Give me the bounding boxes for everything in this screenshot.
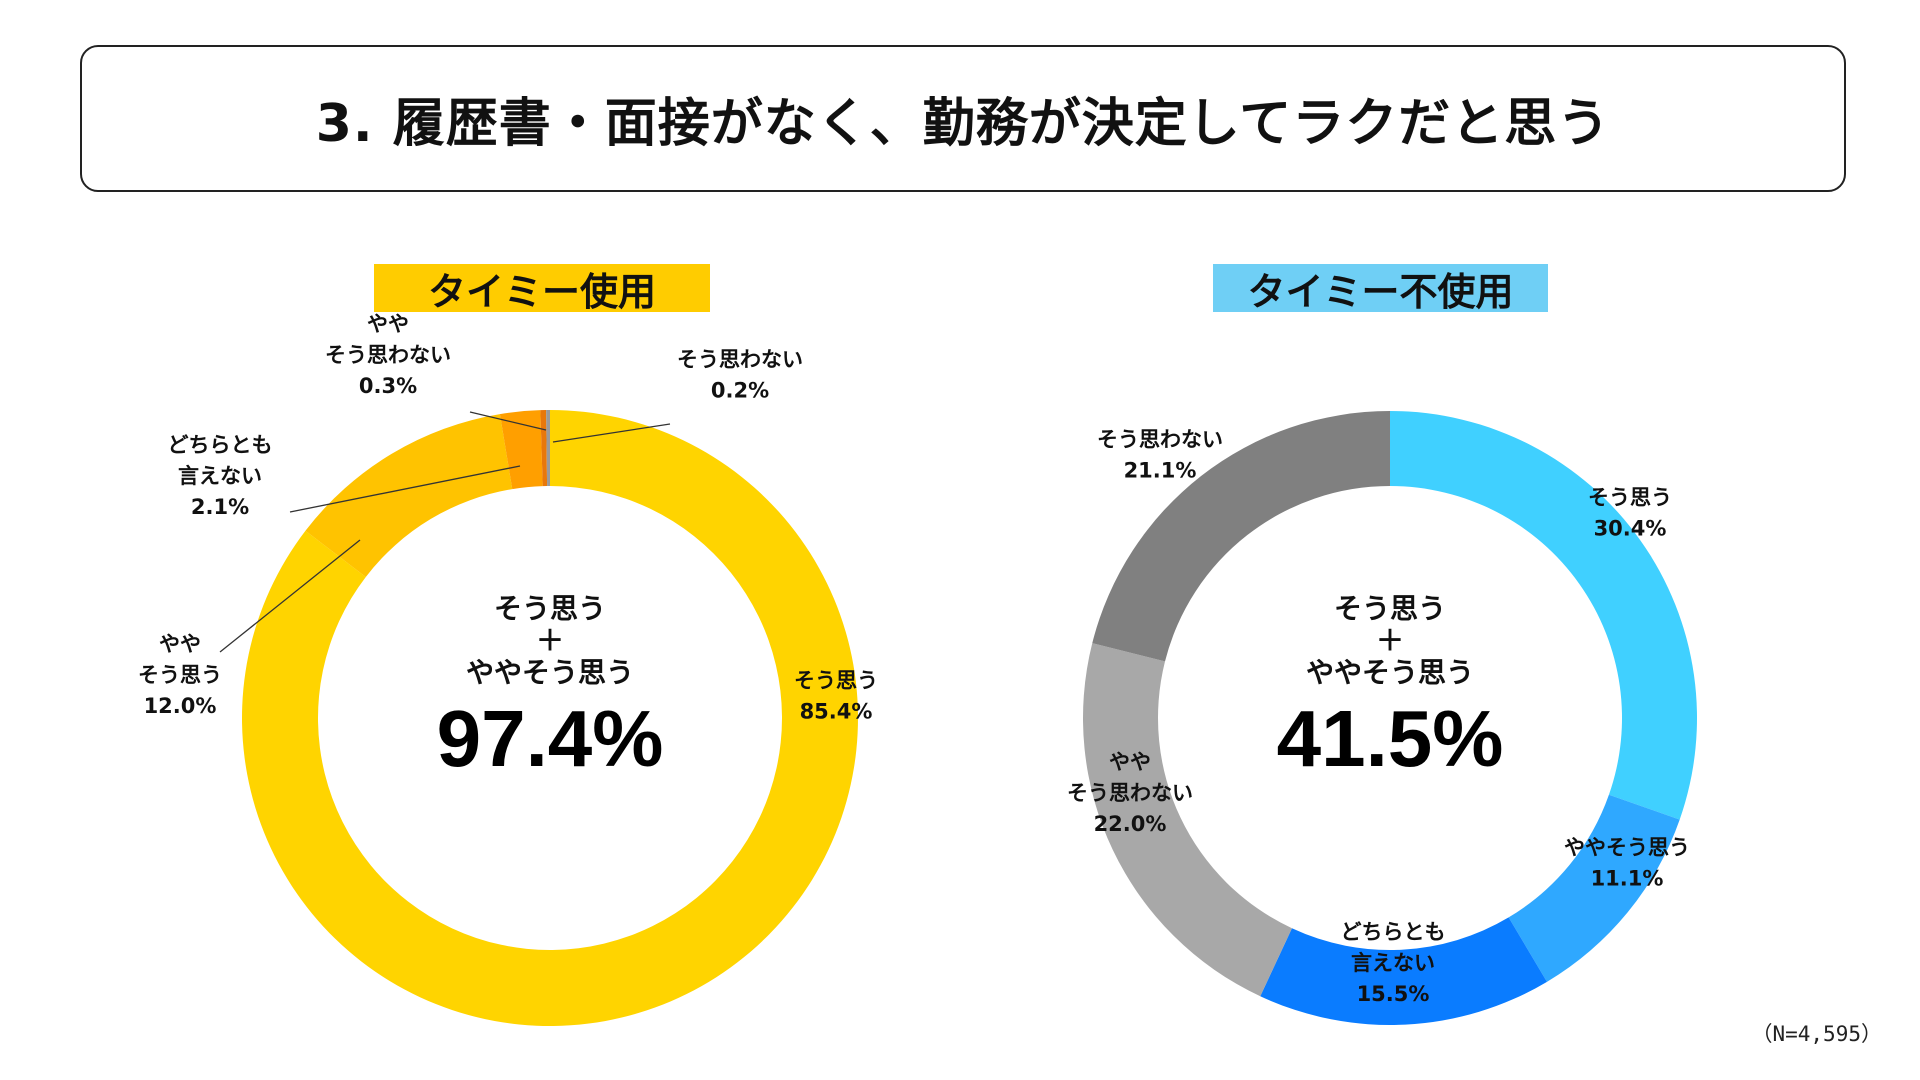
leader-line-0-4 — [552, 423, 671, 443]
leader-line-0-3 — [469, 411, 547, 431]
slice-label-1-1: ややそう思う 11.1% — [1564, 836, 1690, 891]
slice-label-0-4: そう思わない 0.2% — [677, 348, 803, 403]
slice-label-1-4: そう思わない 21.1% — [1097, 428, 1223, 483]
center-value-0: 97.4% — [437, 694, 664, 783]
title-box: 3. 履歴書・面接がなく、勤務が決定してラクだと思う — [80, 45, 1846, 192]
donut-slice-0-1 — [305, 414, 513, 577]
slice-label-1-3: ややそう思わない 22.0% — [1067, 750, 1193, 836]
donut-slice-1-4 — [1092, 411, 1390, 662]
leader-line-0-1 — [219, 539, 361, 653]
leader-line-0-2 — [289, 465, 521, 513]
page-title: 3. 履歴書・面接がなく、勤務が決定してラクだと思う — [315, 94, 1611, 154]
chart-title-used: タイミー使用 — [374, 264, 710, 314]
donut-slice-1-1 — [1508, 794, 1680, 982]
chart-title-not-used: タイミー不使用 — [1213, 264, 1548, 314]
slice-label-0-3: ややそう思わない 0.3% — [325, 312, 451, 398]
slice-label-0-2: どちらとも言えない 2.1% — [168, 433, 273, 519]
donut-slice-1-0 — [1390, 411, 1697, 820]
sample-size-note: （N=4,595） — [1751, 1022, 1882, 1046]
donut-slice-0-4 — [546, 410, 550, 487]
slice-label-0-1: ややそう思う 12.0% — [138, 632, 222, 718]
slice-label-1-0: そう思う 30.4% — [1588, 486, 1672, 541]
center-value-1: 41.5% — [1277, 694, 1504, 783]
slice-label-1-2: どちらとも言えない 15.5% — [1341, 920, 1446, 1006]
slice-label-0-0: そう思う 85.4% — [794, 669, 878, 724]
center-caption-0: そう思う＋ややそう思う — [466, 592, 634, 689]
donut-slice-0-2 — [499, 410, 543, 490]
donut-slice-1-2 — [1260, 917, 1547, 1026]
center-caption-1: そう思う＋ややそう思う — [1306, 592, 1474, 689]
donut-slice-1-3 — [1083, 643, 1292, 997]
